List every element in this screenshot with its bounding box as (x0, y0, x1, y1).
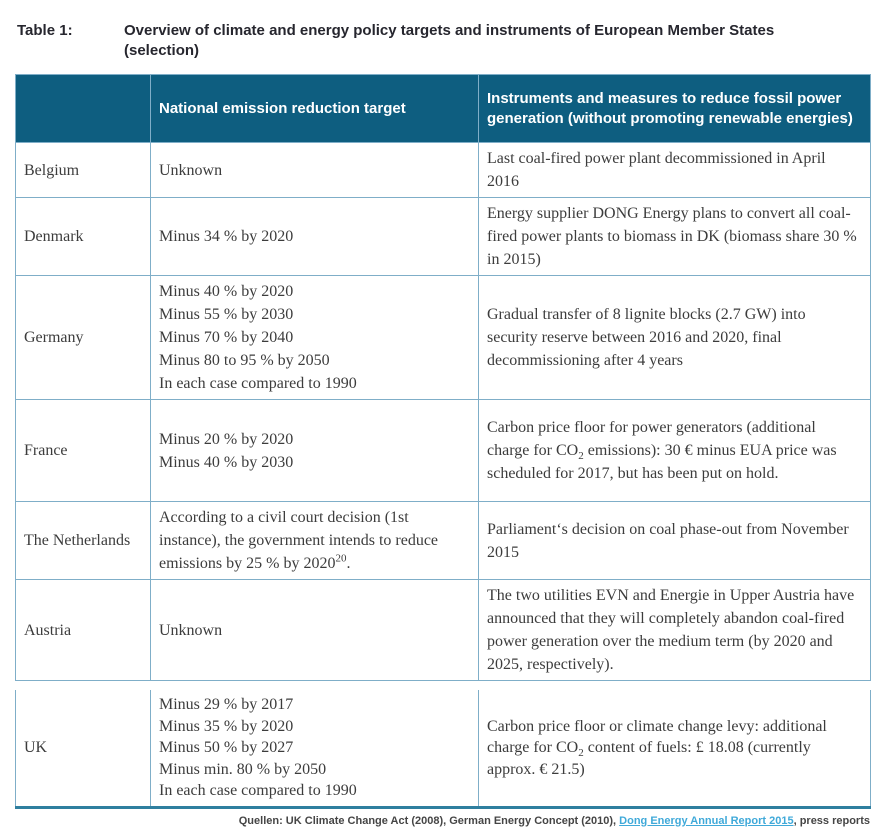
source-line: Quellen: UK Climate Change Act (2008), G… (15, 814, 870, 828)
policy-table-continued: UK Minus 29 % by 2017 Minus 35 % by 2020… (15, 690, 871, 809)
target-cell: Minus 29 % by 2017 Minus 35 % by 2020 Mi… (150, 690, 479, 808)
instruments-cell: The two utilities EVN and Energie in Upp… (478, 579, 871, 681)
source-link[interactable]: Dong Energy Annual Report 2015 (619, 814, 794, 827)
table-header-row: National emission reduction target Instr… (15, 74, 871, 143)
instruments-cell: Gradual transfer of 8 lignite blocks (2.… (478, 275, 871, 400)
target-line: Minus 70 % by 2040 (159, 329, 294, 346)
table-row-uk: UK Minus 29 % by 2017 Minus 35 % by 2020… (15, 690, 871, 808)
target-line: Minus 35 % by 2020 (159, 717, 294, 735)
table-row-belgium: Belgium Unknown Last coal-fired power pl… (15, 142, 871, 198)
country-cell: Austria (15, 579, 151, 681)
table-caption: Table 1: Overview of climate and energy … (17, 21, 885, 61)
target-line: In each case compared to 1990 (159, 782, 357, 799)
table-row-austria: Austria Unknown The two utilities EVN an… (15, 579, 871, 681)
country-cell: France (15, 399, 151, 502)
target-line: Minus 40 % by 2020 (159, 283, 294, 300)
policy-table: National emission reduction target Instr… (15, 74, 871, 681)
target-cell: Minus 34 % by 2020 (150, 197, 479, 276)
country-cell: Belgium (15, 142, 151, 198)
target-line: Minus 29 % by 2017 (159, 696, 294, 713)
target-line: Minus min. 80 % by 2050 (159, 760, 327, 778)
table-row-germany: Germany Minus 40 % by 2020 Minus 55 % by… (15, 275, 871, 400)
header-cell-instruments: Instruments and measures to reduce fossi… (478, 74, 871, 143)
country-cell: Germany (15, 275, 151, 400)
instruments-cell: Carbon price floor or climate change lev… (478, 690, 871, 808)
header-cell-country (15, 74, 151, 143)
table-row-netherlands: The Netherlands According to a civil cou… (15, 501, 871, 580)
instruments-cell: Energy supplier DONG Energy plans to con… (478, 197, 871, 276)
target-line: Unknown (159, 161, 223, 179)
target-cell: Minus 40 % by 2020 Minus 55 % by 2030 Mi… (150, 275, 479, 400)
target-line: Minus 55 % by 2030 (159, 306, 294, 323)
target-line: Minus 20 % by 2020 (159, 430, 294, 448)
co2-subscript: 2 (578, 450, 584, 463)
target-line: Minus 80 to 95 % by 2050 (159, 352, 330, 369)
instruments-cell: Parliament‘s decision on coal phase-out … (478, 501, 871, 580)
table-row-france: France Minus 20 % by 2020 Minus 40 % by … (15, 399, 871, 502)
target-line: Unknown (159, 621, 223, 639)
table-row-denmark: Denmark Minus 34 % by 2020 Energy suppli… (15, 197, 871, 276)
country-cell: Denmark (15, 197, 151, 276)
target-line: Minus 34 % by 2020 (159, 228, 294, 245)
target-cell: Unknown (150, 142, 479, 198)
target-line: In each case compared to 1990 (159, 375, 357, 392)
table-caption-label: Table 1: (17, 22, 73, 39)
footnote-superscript: 20 (335, 552, 347, 565)
source-prefix: Quellen: UK Climate Change Act (2008), G… (238, 814, 620, 827)
source-suffix: , press reports (793, 814, 870, 827)
target-line: Minus 40 % by 2030 (159, 453, 294, 471)
co2-subscript: 2 (578, 747, 584, 760)
target-cell: Unknown (150, 579, 479, 681)
instruments-cell: Carbon price floor for power generators … (478, 399, 871, 502)
target-cell: Minus 20 % by 2020 Minus 40 % by 2030 (150, 399, 479, 502)
target-line: Minus 50 % by 2027 (159, 739, 294, 756)
table-caption-text: Overview of climate and energy policy ta… (124, 22, 775, 59)
header-cell-target: National emission reduction target (150, 74, 479, 143)
instruments-cell: Last coal-fired power plant decommission… (478, 142, 871, 198)
target-cell: According to a civil court decision (1st… (150, 501, 479, 580)
country-cell: The Netherlands (15, 501, 151, 580)
country-cell: UK (15, 690, 151, 808)
